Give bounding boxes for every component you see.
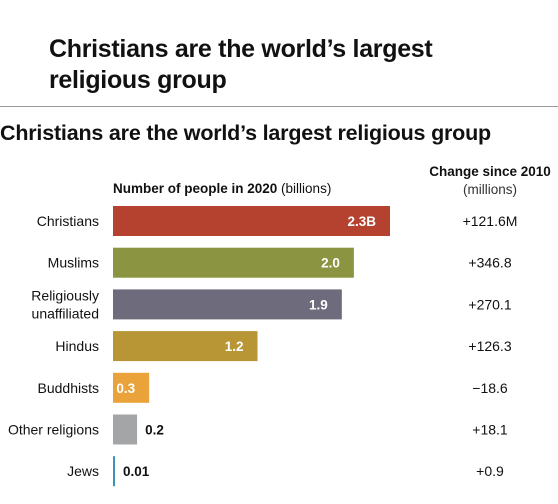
chart-title: Christians are the world’s largest relig… bbox=[0, 121, 491, 145]
change-value-3: +126.3 bbox=[468, 338, 511, 354]
value-header-bold: Number of people in 2020 bbox=[113, 181, 277, 196]
value-label-4: 0.3 bbox=[116, 381, 135, 396]
change-column-units: (millions) bbox=[463, 182, 517, 197]
category-label-1: Muslims bbox=[48, 255, 99, 271]
value-label-6: 0.01 bbox=[123, 464, 150, 479]
value-label-2: 1.9 bbox=[309, 297, 328, 312]
value-label-3: 1.2 bbox=[225, 339, 244, 354]
divider bbox=[0, 106, 558, 107]
category-label-4: Buddhists bbox=[38, 380, 99, 396]
change-value-6: +0.9 bbox=[476, 463, 504, 479]
category-label-6: Jews bbox=[67, 463, 99, 479]
change-value-2: +270.1 bbox=[468, 296, 511, 312]
bar-5 bbox=[113, 414, 138, 445]
category-label-2-line-1: unaffiliated bbox=[32, 305, 99, 321]
value-header-units: (billions) bbox=[277, 181, 331, 196]
bar-1 bbox=[113, 247, 354, 278]
bar-6 bbox=[113, 456, 115, 487]
change-value-4: −18.6 bbox=[472, 380, 508, 396]
category-label-2-line-0: Religiously bbox=[31, 287, 99, 303]
bar-3 bbox=[113, 331, 258, 362]
value-label-1: 2.0 bbox=[321, 256, 340, 271]
page-heading: Christians are the world’s largest relig… bbox=[49, 35, 433, 94]
change-column-header: Change since 2010 bbox=[429, 164, 551, 179]
bars-layer: Christians 2.3B +121.6M Muslims 2.0 +346.8 Rel… bbox=[8, 206, 518, 487]
category-label-3: Hindus bbox=[55, 338, 99, 354]
change-value-1: +346.8 bbox=[468, 255, 511, 271]
value-label-5: 0.2 bbox=[145, 423, 164, 438]
value-column-header: Number of people in 2020 (billions) bbox=[113, 181, 331, 196]
bar-2 bbox=[113, 289, 342, 320]
value-label-0: 2.3B bbox=[347, 214, 376, 229]
bar-0 bbox=[113, 206, 390, 236]
category-label-5: Other religions bbox=[8, 422, 99, 438]
change-value-5: +18.1 bbox=[472, 422, 508, 438]
bar-4 bbox=[113, 372, 150, 403]
category-label-0: Christians bbox=[37, 213, 99, 229]
change-value-0: +121.6M bbox=[463, 213, 518, 229]
